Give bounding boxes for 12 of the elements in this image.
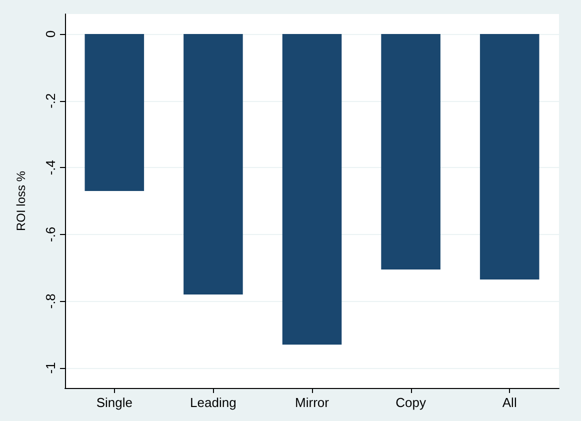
- y-tick-label: -.8: [43, 294, 58, 309]
- x-tick-label: All: [502, 395, 517, 410]
- y-tick-label: -.4: [43, 160, 58, 176]
- y-axis-title: ROI loss %: [14, 170, 28, 232]
- y-tick-label: -1: [43, 362, 58, 374]
- x-tick-label: Leading: [190, 395, 236, 410]
- x-tick-label: Mirror: [295, 395, 330, 410]
- y-tick-label: 0: [43, 30, 58, 38]
- y-tick-label: -.2: [43, 93, 58, 108]
- x-tick-label: Single: [96, 395, 132, 410]
- y-tick-label: -.6: [43, 226, 58, 242]
- x-tick-label: Copy: [396, 395, 426, 410]
